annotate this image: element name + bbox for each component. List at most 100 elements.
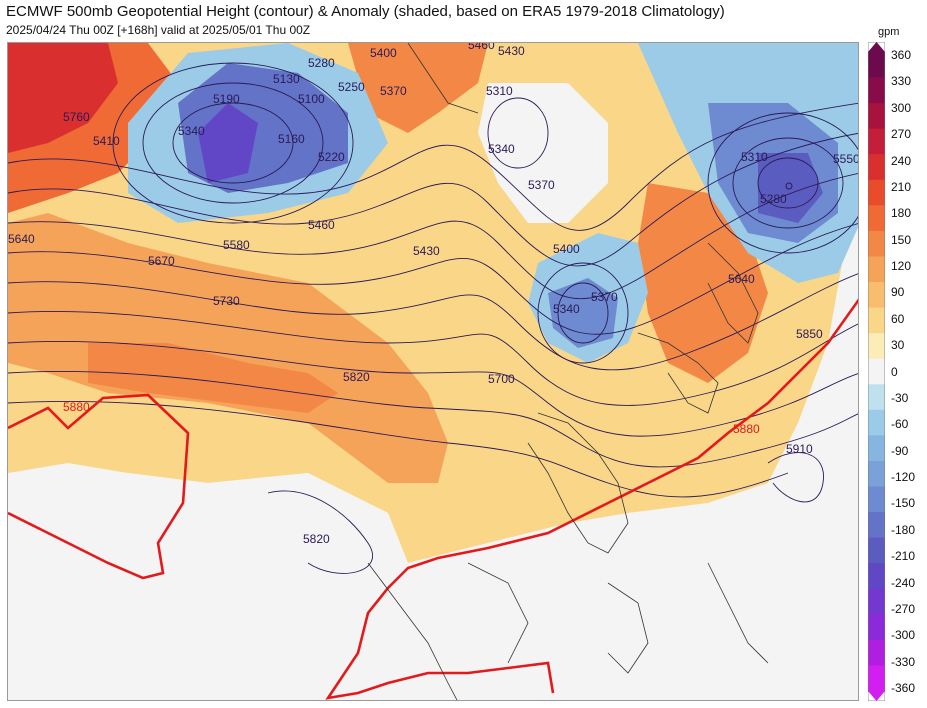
colorbar-tick-label: -180 <box>891 522 916 537</box>
colorbar-tick-label: 330 <box>891 74 912 89</box>
colorbar-tick-label: 270 <box>891 127 912 142</box>
colorbar-band <box>868 205 885 232</box>
height-contour <box>8 401 789 498</box>
positive-anomaly-north <box>348 43 488 133</box>
colorbar-tick-label: -300 <box>891 628 916 643</box>
height-contour <box>8 132 858 267</box>
contour-label-5880: 5880 <box>63 400 90 414</box>
contour-label: 5850 <box>796 327 823 341</box>
contour-label: 5670 <box>148 254 175 268</box>
highlight-contour-east <box>325 298 858 700</box>
map-title: ECMWF 500mb Geopotential Height (contour… <box>6 3 725 20</box>
colorbar-band <box>868 435 885 462</box>
contour-label: 5910 <box>786 442 813 456</box>
colorbar-band <box>868 52 885 79</box>
contour-label: 5310 <box>486 84 513 98</box>
height-contour <box>767 452 824 503</box>
colorbar-unit: gpm <box>878 26 900 38</box>
colorbar-band <box>868 179 885 206</box>
contour-label: 5760 <box>63 110 90 124</box>
colorbar-band <box>868 154 885 181</box>
contour-label: 5370 <box>380 84 407 98</box>
contour-label: 5730 <box>213 294 240 308</box>
contour-label-5880: 5880 <box>733 422 760 436</box>
height-contour <box>112 62 354 224</box>
colorbar-band <box>868 639 885 666</box>
coastline <box>707 242 759 344</box>
height-contour <box>8 102 858 231</box>
coastline <box>707 562 769 664</box>
height-contour <box>487 97 549 169</box>
height-contour <box>8 370 858 468</box>
colorbar-tick-label: -150 <box>891 496 916 511</box>
colorbar-band <box>868 409 885 436</box>
coastline <box>527 412 629 554</box>
coastline <box>367 562 458 700</box>
contour-label: 5250 <box>338 80 365 94</box>
colorbar-tick-label: 150 <box>891 232 912 247</box>
colorbar-tick-label: -210 <box>891 549 916 564</box>
contour-label: 5700 <box>488 372 515 386</box>
contour-label: 5580 <box>223 238 250 252</box>
colorbar-band <box>868 614 885 641</box>
colorbar-band <box>868 77 885 104</box>
colorbar-tick-label: 30 <box>891 338 905 353</box>
contour-label: 5370 <box>528 178 555 192</box>
contour-label: 5130 <box>273 72 300 86</box>
contour-label: 5280 <box>308 56 335 70</box>
anomaly-shading <box>8 43 858 700</box>
colorbar-tick-label: 180 <box>891 206 912 221</box>
contour-label: 5430 <box>498 44 525 58</box>
height-contour <box>732 137 844 229</box>
map-panel[interactable]: 5760 5410 5190 5340 5130 5100 5160 5220 … <box>7 42 859 701</box>
contour-label: 5160 <box>278 132 305 146</box>
colorbar-bands <box>868 42 885 701</box>
coastline <box>467 562 529 664</box>
contour-label: 5430 <box>413 244 440 258</box>
contour-label: 5820 <box>303 532 330 546</box>
colorbar-band <box>868 103 885 130</box>
contour-label: 5640 <box>728 272 755 286</box>
contour-label: 5460 <box>468 43 495 52</box>
height-contour <box>8 273 858 371</box>
low-center-marker <box>785 182 793 190</box>
height-contour <box>172 102 294 184</box>
positive-anomaly-nw-core <box>8 43 118 153</box>
contour-label: 5310 <box>741 150 768 164</box>
colorbar-band <box>868 358 885 385</box>
colorbar-tick-label: -330 <box>891 654 916 669</box>
positive-anomaly-core-south <box>88 343 338 413</box>
height-contour <box>8 340 858 437</box>
colorbar-tick-label: 240 <box>891 153 912 168</box>
colorbar-tick-label: 300 <box>891 100 912 115</box>
colorbar-tick-label: -60 <box>891 417 909 432</box>
contour-label: 5550 <box>833 152 859 166</box>
colorbar-tick-label: 120 <box>891 259 912 273</box>
colorbar-band <box>868 230 885 257</box>
coastline <box>407 43 479 114</box>
colorbar-band <box>868 537 885 564</box>
height-contour <box>8 310 858 406</box>
height-contour <box>8 223 858 335</box>
contour-label: 5340 <box>488 142 515 156</box>
contour-label: 5640 <box>8 232 35 246</box>
contour-label: 5220 <box>318 150 345 164</box>
negative-anomaly-north-low-peak <box>198 103 258 183</box>
height-contour <box>267 490 374 574</box>
contour-label: 5190 <box>213 92 240 106</box>
neutral-zone-sea <box>308 174 858 700</box>
colorbar-tick-label: 360 <box>891 48 912 62</box>
highlight-contour-5880 <box>8 298 858 700</box>
contour-labels: 5760 5410 5190 5340 5130 5100 5160 5220 … <box>8 43 859 546</box>
coastlines <box>367 43 769 700</box>
height-contour <box>707 112 858 254</box>
colorbar-tick-label: -270 <box>891 601 916 616</box>
height-contours <box>8 62 858 574</box>
contour-label: 5340 <box>553 302 580 316</box>
colorbar-band <box>868 307 885 334</box>
positive-anomaly-core-west <box>8 213 448 483</box>
colorbar-tick-label: 90 <box>891 285 905 300</box>
highlight-contour-west <box>8 393 190 580</box>
colorbar-tick-label: -30 <box>891 390 909 405</box>
contour-label: 5410 <box>93 134 120 148</box>
